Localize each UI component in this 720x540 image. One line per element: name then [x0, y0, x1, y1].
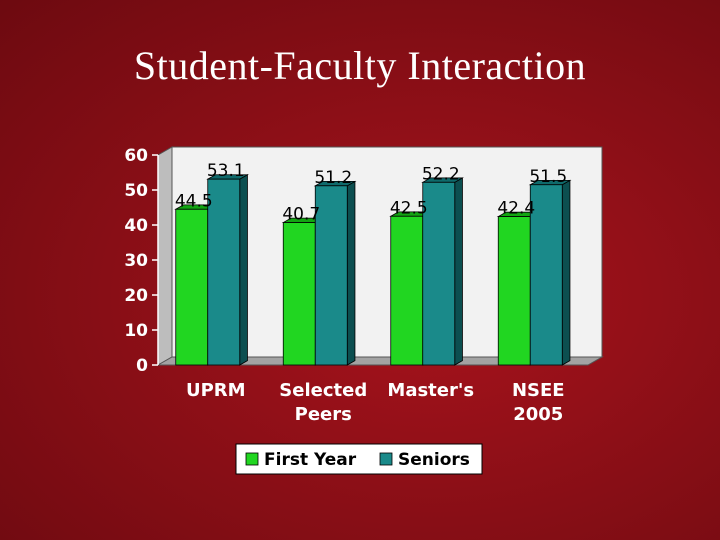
y-tick-label: 20: [124, 286, 148, 306]
y-tick-label: 60: [124, 146, 148, 166]
x-tick-label: Selected Peers: [279, 380, 367, 425]
value-labels: 44.5 53.1 40.7 51.2 42.5 52.2 42.4 51.5: [175, 161, 567, 224]
data-label: 53.1: [207, 161, 245, 181]
data-label: 51.2: [314, 168, 352, 188]
x-tick-label-line: 2005: [513, 404, 563, 425]
bar-side: [239, 174, 248, 366]
data-label: 40.7: [282, 205, 320, 225]
legend-label: First Year: [264, 450, 357, 470]
y-tick-label: 40: [124, 216, 148, 236]
x-tick-label: NSEE 2005: [512, 380, 565, 425]
y-tick-label: 30: [124, 251, 148, 271]
bar-seniors: [314, 185, 348, 366]
bar-first-year: [497, 216, 531, 366]
bar-seniors: [422, 181, 456, 366]
y-tick-label: 10: [124, 321, 148, 341]
legend: First Year Seniors: [235, 443, 483, 475]
bar-first-year: [390, 215, 424, 366]
y-tick-label: 50: [124, 181, 148, 201]
x-tick-label-line: NSEE: [512, 380, 565, 401]
data-label: 42.4: [497, 199, 535, 219]
legend-label: Seniors: [398, 450, 470, 470]
x-tick-label-line: Master's: [387, 380, 474, 401]
plot-area: [156, 146, 604, 366]
plot-side-wall: [157, 146, 173, 366]
slide-title: Student-Faculty Interaction: [133, 43, 587, 88]
legend-box: [235, 443, 483, 475]
bar-side: [454, 177, 463, 366]
x-tick-label: UPRM: [186, 380, 246, 401]
bar-side: [561, 179, 571, 366]
x-axis: UPRM Selected Peers Master's NSEE 2005: [186, 380, 565, 425]
legend-swatch-seniors: [379, 452, 393, 466]
data-label: 51.5: [529, 167, 567, 187]
bar-side: [346, 180, 356, 366]
bar-seniors: [529, 184, 563, 366]
bar-seniors: [207, 178, 241, 366]
y-tick-label: 0: [136, 356, 148, 376]
data-label: 44.5: [175, 191, 213, 211]
legend-swatch-first-year: [245, 452, 259, 466]
bars: [174, 174, 572, 366]
x-tick-label-line: Peers: [295, 404, 352, 425]
x-tick-label-line: Selected: [279, 380, 367, 401]
y-axis: 0 10 20 30 40 50 60: [124, 146, 159, 376]
x-tick-label-line: UPRM: [186, 380, 246, 401]
bar-first-year: [175, 208, 209, 366]
data-label: 52.2: [422, 164, 460, 184]
x-tick-label: Master's: [387, 380, 474, 401]
data-label: 42.5: [390, 198, 428, 218]
bar-first-year: [282, 222, 316, 366]
